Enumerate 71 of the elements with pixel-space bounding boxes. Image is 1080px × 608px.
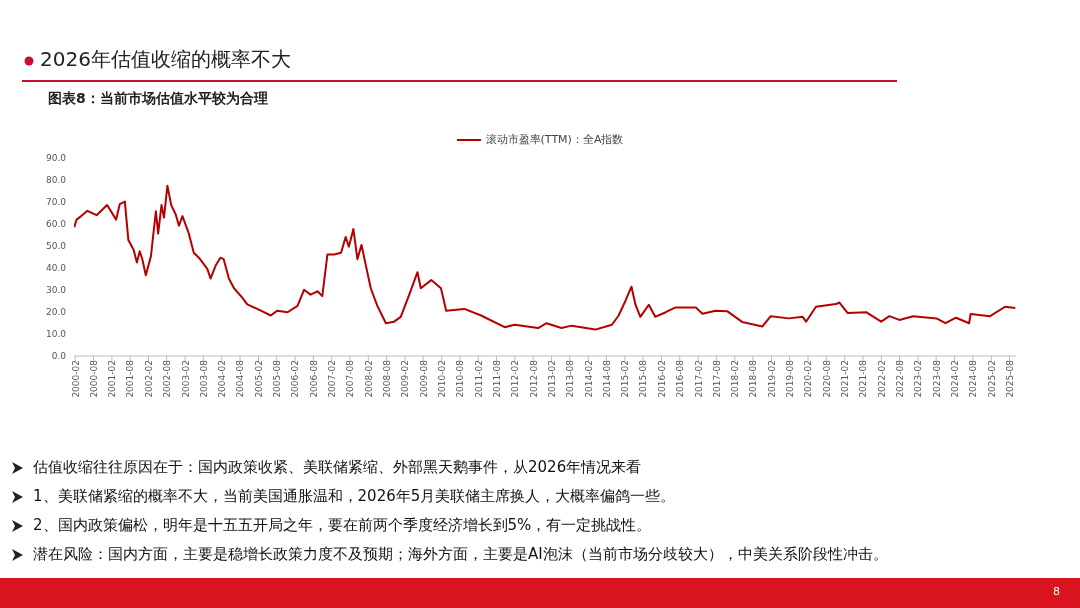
y-tick-label: 80.0 [45,175,67,186]
x-tick-label: 2020-08 [821,359,832,398]
y-tick-label: 0.0 [51,351,67,362]
y-tick-label: 10.0 [45,329,67,340]
x-tick-label: 2005-02 [253,360,264,398]
x-tick-label: 2013-08 [565,359,576,398]
x-tick-label: 2014-02 [583,360,594,398]
x-tick-label: 2003-08 [198,359,209,398]
y-tick-label: 40.0 [45,263,67,274]
y-tick-label: 30.0 [45,285,67,296]
line-series [74,184,1016,331]
x-tick-label: 2001-02 [107,360,118,398]
y-tick-label: 20.0 [45,307,67,318]
x-tick-label: 2020-02 [803,360,814,398]
x-tick-label: 2008-08 [381,359,392,398]
x-tick-label: 2010-02 [437,360,448,398]
x-tick-label: 2015-02 [620,360,631,398]
chart-title: 2026年估值收缩的概率不大 [40,46,291,73]
x-tick-label: 2000-02 [70,360,81,398]
x-tick-label: 2018-02 [730,360,741,398]
x-tick-label: 2024-08 [968,359,979,398]
x-tick-label: 2022-08 [894,359,905,398]
x-tick-label: 2011-02 [473,360,484,398]
x-tick-label: 2006-02 [290,360,301,398]
x-tick-label: 2019-02 [766,360,777,398]
x-tick-label: 2013-02 [547,360,558,398]
x-tick-label: 2000-08 [88,359,99,398]
x-tick-label: 2024-02 [949,360,960,398]
x-tick-label: 2009-08 [418,359,429,398]
x-tick-label: 2025-02 [986,360,997,398]
x-tick-label: 2001-08 [125,359,136,398]
text: 估值收缩往往原因在于：国内政策收紧、美联储紧缩、外部黑天鹅事件，从2026年情况来看 [33,458,642,477]
x-tick-label: 2004-08 [235,359,246,398]
x-tick-label: 2016-02 [656,360,667,398]
x-tick-label: 2009-02 [400,360,411,398]
x-tick-label: 2022-02 [876,360,887,398]
x-tick-label: 2008-02 [363,360,374,398]
x-tick-label: 2002-08 [162,359,173,398]
text: 1、美联储紧缩的概率不大，当前美国通胀温和，2026年5月美联储主席换人，大概率偏鸽一些。 [33,487,676,506]
x-tick-label: 2015-08 [638,359,649,398]
x-tick-label: 2021-08 [858,359,869,398]
x-tick-label: 2023-02 [913,360,924,398]
text: 潜在风险：国内方面，主要是稳增长政策力度不及预期；海外方面，主要是AI泡沫（当前市场分歧较大），中美关系阶段性冲击。 [33,545,888,564]
x-tick-label: 2003-02 [180,360,191,398]
x-tick-label: 2005-08 [272,359,283,398]
x-tick-label: 2010-08 [455,359,466,398]
y-tick-label: 90.0 [45,153,67,164]
text: 2、国内政策偏松，明年是十五五开局之年，要在前两个季度经济增长到5%，有一定挑战性。 [33,516,652,535]
chart-subtitle: 图表8：当前市场估值水平较为合理 [48,90,268,108]
x-tick-label: 2023-08 [931,359,942,398]
x-tick-label: 2006-08 [308,359,319,398]
x-tick-label: 2011-08 [491,359,502,398]
x-tick-label: 2014-08 [601,359,612,398]
y-tick-label: 70.0 [45,197,67,208]
x-tick-label: 2018-08 [748,359,759,398]
x-tick-label: 2017-08 [711,359,722,398]
x-tick-label: 2021-02 [840,360,851,398]
text: 8 [1053,585,1060,598]
x-tick-label: 2007-08 [345,359,356,398]
x-tick-label: 2002-02 [143,360,154,398]
x-tick-label: 2025-08 [1004,359,1015,398]
x-tick-label: 2004-02 [217,360,228,398]
x-tick-label: 2019-08 [784,359,795,398]
x-tick-label: 2007-02 [327,360,338,398]
x-tick-label: 2017-02 [693,360,704,398]
x-tick-label: 2012-08 [528,359,539,398]
x-tick-label: 2016-08 [675,359,686,398]
x-tick-label: 2012-02 [510,360,521,398]
y-tick-label: 50.0 [45,241,67,252]
legend-label: 滚动市盈率(TTM)：全A指数 [485,132,624,147]
y-tick-label: 60.0 [45,219,67,230]
